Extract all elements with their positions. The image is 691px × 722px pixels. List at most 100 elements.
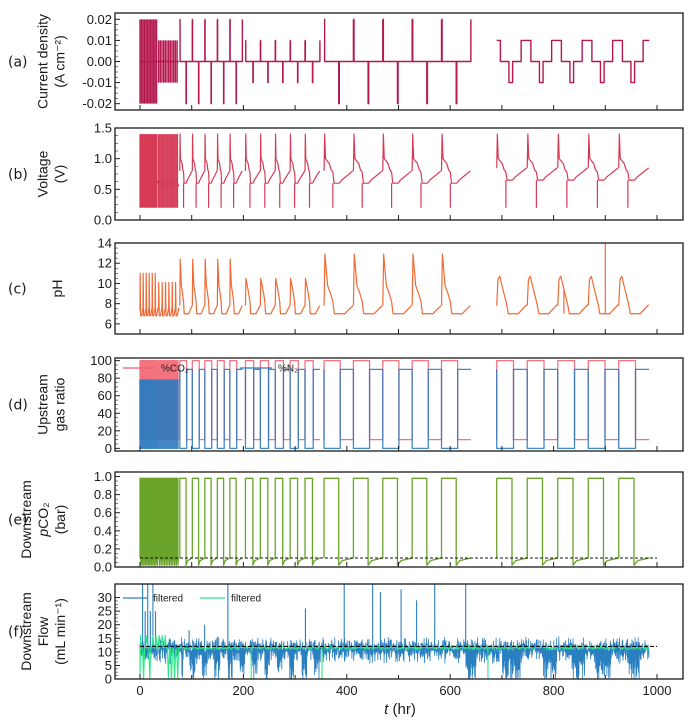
voltage-line (496, 133, 650, 208)
pco2-line (139, 477, 650, 566)
y-axis-label: pH (49, 280, 65, 298)
ph-line (158, 281, 180, 317)
flow-raw-line (139, 636, 650, 679)
plot-frame (114, 12, 684, 111)
plot-frame (114, 471, 684, 568)
y-tick-label: 1.5 (94, 121, 112, 136)
plot-frame (114, 127, 684, 221)
x-tick-label: 600 (439, 683, 461, 698)
voltage-line (179, 133, 243, 208)
y-tick-label: 40 (98, 406, 112, 421)
plot-area (139, 18, 650, 105)
ph-line (323, 253, 471, 315)
ph-line (496, 275, 650, 315)
plot-area (139, 477, 657, 566)
x-tick-label: 800 (543, 683, 565, 698)
y-axis-label: pCO₂ (35, 502, 51, 537)
voltage-line (323, 133, 471, 208)
y-tick-label: 30 (98, 590, 112, 605)
plot-area (139, 243, 650, 317)
y-tick-label: 60 (98, 388, 112, 403)
legend-label-raw: filtered (153, 594, 183, 605)
y-tick-label: 5 (105, 658, 112, 673)
panel-label: (d) (8, 398, 28, 414)
y-tick-label: 0.01 (87, 33, 112, 48)
x-axis-label: t (hr) (384, 701, 416, 718)
panel-label: (e) (8, 513, 28, 529)
ph-line (179, 258, 243, 315)
y-tick-label: 0 (105, 672, 112, 687)
y-tick-label: 0.5 (94, 182, 112, 197)
plot-area (139, 359, 650, 450)
y-axis-label: Current density (35, 14, 51, 109)
y-tick-label: 10 (98, 276, 112, 291)
y-tick-label: 80 (98, 371, 112, 386)
x-tick-label: 0 (136, 683, 143, 698)
y-axis-label: (mL min⁻¹) (52, 598, 68, 665)
voltage-line (158, 134, 180, 208)
y-tick-label: -0.02 (82, 96, 112, 111)
y-tick-label: 12 (98, 256, 112, 271)
y-tick-label: 0.0 (94, 560, 112, 575)
current-density-line (323, 18, 472, 105)
y-axis-label: gas ratio (52, 377, 68, 431)
y-tick-label: 20 (98, 423, 112, 438)
y-tick-label: 0.0 (94, 213, 112, 228)
y-tick-label: 15 (98, 631, 112, 646)
y-tick-label: 0.2 (94, 541, 112, 556)
panel-a: (a) Current density (A cm⁻²) -0.02 -0.01 0.00… (8, 12, 684, 111)
current-density-line (245, 39, 321, 84)
panel-label: (a) (8, 55, 28, 71)
legend-label-co2: %CO₂ (161, 364, 189, 375)
y-axis-label: Downstream (18, 480, 34, 559)
y-tick-label: 0.4 (94, 523, 112, 538)
y-axis-label: Downstream (18, 592, 34, 671)
ph-line (244, 277, 321, 315)
y-tick-label: 20 (98, 617, 112, 632)
plot-area (139, 133, 650, 208)
current-density-line (179, 18, 244, 105)
voltage-line (244, 133, 321, 208)
y-tick-label: 1.0 (94, 469, 112, 484)
x-tick-label: 200 (233, 683, 255, 698)
y-tick-label: 14 (98, 236, 112, 251)
y-tick-label: 10 (98, 644, 112, 659)
voltage-line (139, 134, 159, 208)
panel-label: (f) (8, 625, 24, 641)
current-density-line (157, 40, 179, 83)
y-tick-label: 25 (98, 604, 112, 619)
ph-line (139, 272, 159, 317)
y-axis-label: Upstream (35, 374, 51, 435)
panel-e: (e)Downstream pCO₂ (bar) 0.0 0.2 0.4 0.6 0.8 1.0 (8, 469, 684, 575)
legend-label-smoothed: filtered (231, 594, 261, 605)
y-tick-label: 0.6 (94, 505, 112, 520)
panel-label: (c) (8, 282, 27, 298)
panel-c: (c) pH 6 8 10 12 14 (8, 236, 684, 335)
y-tick-label: 100 (90, 353, 112, 368)
y-tick-label: 0.8 (94, 487, 112, 502)
n2-dense-region (140, 379, 159, 449)
y-tick-label: 6 (105, 316, 112, 331)
y-tick-label: 0 (105, 441, 112, 456)
y-tick-label: 0.00 (87, 54, 112, 69)
y-axis-label: (V) (52, 165, 68, 184)
panel-label: (b) (8, 167, 28, 183)
y-axis-label: Voltage (35, 150, 51, 197)
co2-line (139, 359, 650, 441)
y-axis-label: (bar) (52, 505, 68, 535)
current-density-line (139, 19, 159, 104)
x-tick-label: 1000 (643, 683, 672, 698)
panel-b: (b) Voltage (V) 0.0 0.5 1.0 1.5 (8, 121, 684, 228)
plot-frame (114, 357, 684, 452)
legend-label-n2: %N₂ (278, 364, 298, 375)
y-axis-label: Flow (35, 616, 51, 646)
y-tick-label: 1.0 (94, 151, 112, 166)
y-tick-label: 0.02 (87, 12, 112, 27)
y-tick-label: -0.01 (82, 75, 112, 90)
panel-d: (d) Upstream gas ratio 0 20 40 60 80 100 %CO₂ %N₂ (8, 353, 684, 456)
panel-f: (f)Downstream Flow (mL min⁻¹)0510152025300… (8, 583, 684, 698)
y-tick-label: 8 (105, 296, 112, 311)
n2-line (139, 368, 650, 450)
plot-frame (114, 583, 684, 680)
